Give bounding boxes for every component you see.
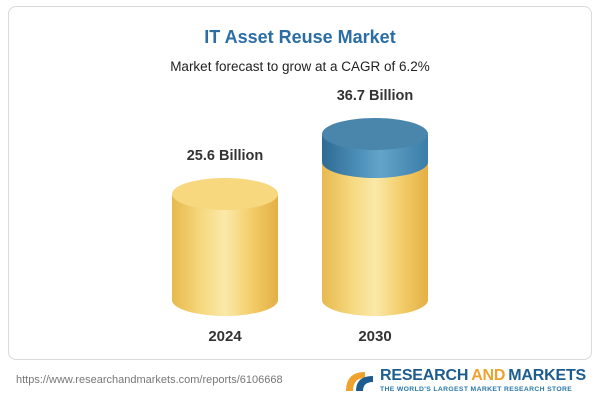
chart-header: IT Asset Reuse Market Market forecast to… [9,7,591,74]
chart-card: IT Asset Reuse Market Market forecast to… [8,6,592,360]
chart-area: 25.6 Billion 2024 36.7 Billion 2030 [9,88,591,345]
cylinder-top-ellipse-growth [322,118,428,150]
logo-word-and: AND [471,366,506,384]
category-label-2030: 2030 [358,328,392,345]
footer: https://www.researchandmarkets.com/repor… [16,367,586,393]
cylinder-body [172,194,278,316]
cylinder-bar-2030 [322,118,428,316]
chart-subtitle: Market forecast to grow at a CAGR of 6.2… [170,59,430,74]
category-label-2024: 2024 [208,328,242,345]
logo-word-research: RESEARCH [380,366,469,384]
cylinder-top-ellipse [172,178,278,210]
value-label-2030: 36.7 Billion [336,88,414,104]
research-and-markets-logo: RESEARCH AND MARKETS THE WORLD'S LARGEST M… [344,367,586,393]
logo-tagline: THE WORLD'S LARGEST MARKET RESEARCH STOR… [380,385,573,393]
bar-group-2030: 36.7 Billion 2030 [322,88,428,345]
logo-icon [346,372,373,391]
chart-title: IT Asset Reuse Market [204,27,396,47]
logo-wordmark: RESEARCH AND MARKETS [380,366,586,384]
bar-group-2024: 25.6 Billion 2024 [172,148,278,345]
cylinder-bar-2024 [172,178,278,316]
logo-word-markets: MARKETS [508,366,586,384]
logo-text: RESEARCH AND MARKETS THE WORLD'S LARGEST M… [380,366,586,393]
value-label-2024: 25.6 Billion [186,148,264,164]
report-url-link[interactable]: https://www.researchandmarkets.com/repor… [16,374,283,386]
